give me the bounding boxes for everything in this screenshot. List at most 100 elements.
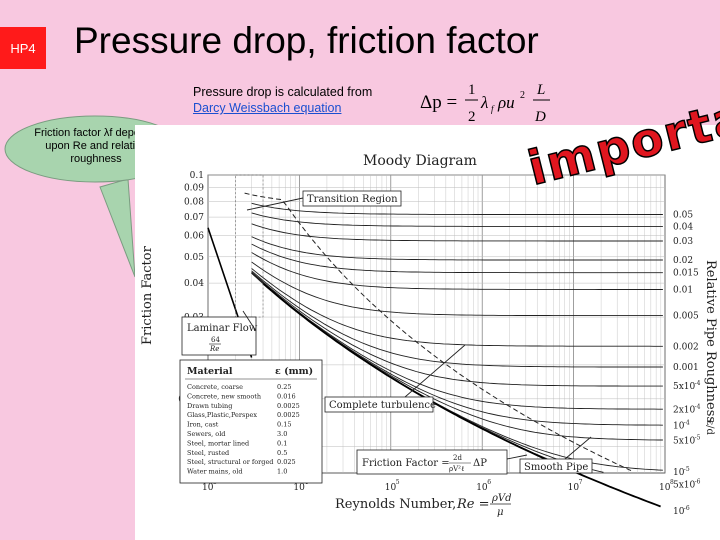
roughness-curve	[251, 261, 663, 317]
x-tick-label: 10	[568, 483, 580, 493]
right-tick-exponent: -5	[684, 466, 690, 473]
friction-factor-tail: ΔP	[473, 458, 487, 469]
right-tick-label: 0.001	[673, 363, 699, 373]
transition-region-band	[235, 174, 264, 318]
complete-turbulence-box	[324, 396, 434, 413]
materials-header: Material	[187, 366, 233, 377]
left-tick-label: 0.04	[184, 279, 204, 289]
material-name: Water mains, old	[187, 468, 243, 476]
x-tick-exponent: 6	[487, 479, 491, 486]
x-tick-label: 10	[476, 483, 488, 493]
laminar-flow-label: Laminar Flow	[187, 323, 258, 334]
formula-D: D	[534, 109, 546, 125]
friction-factor-arrow	[506, 454, 528, 460]
material-roughness: 0.15	[277, 421, 291, 429]
material-roughness: 0.0025	[277, 411, 300, 419]
right-tick-label: 10	[673, 468, 685, 478]
transition-region-box	[302, 190, 402, 207]
material-name: Steel, mortar lined	[187, 439, 249, 447]
left-tick-label: 0.1	[190, 171, 204, 181]
right-tick-label: 5x10	[673, 480, 696, 490]
smooth-pipe-box	[519, 458, 593, 474]
material-roughness: 1.0	[277, 468, 287, 476]
x-tick-label: 10	[293, 483, 305, 493]
x-axis-num: ρVd	[491, 493, 512, 504]
important-stamp: important!	[522, 69, 720, 188]
subtitle: Pressure drop is calculated from Darcy W…	[193, 84, 372, 116]
right-tick-label: 0.002	[673, 342, 699, 352]
formula-two: 2	[468, 109, 476, 125]
right-tick-exponent: -4	[695, 380, 701, 387]
x-axis-re: Re =	[456, 497, 490, 512]
material-roughness: 0.025	[277, 458, 296, 466]
material-roughness: 0.25	[277, 383, 291, 391]
right-tick-exponent: -5	[695, 434, 701, 441]
callout-text: Friction factor λf depends upon Re and r…	[34, 127, 158, 165]
x-axis-den: μ	[497, 507, 504, 518]
right-tick-label: 2x10	[673, 405, 696, 415]
left-tick-label: 0.05	[184, 253, 204, 263]
friction-factor-num: 2d	[453, 454, 462, 462]
right-tick-label: 0.02	[673, 256, 693, 266]
right-tick-label: 10	[673, 421, 685, 431]
roughness-curve	[251, 223, 663, 242]
moody-diagram: Moody Diagram Friction Factor Relative P…	[135, 125, 720, 540]
left-tick-label: 0.09	[184, 183, 204, 193]
right-tick-exponent: -6	[695, 478, 701, 485]
laminar-flow-box	[181, 316, 257, 356]
material-roughness: 0.1	[277, 439, 287, 447]
roughness-curve	[251, 252, 663, 290]
x-tick-exponent: 5	[396, 479, 400, 486]
left-tick-label: 0.06	[184, 231, 204, 241]
roughness-curve	[251, 212, 663, 227]
material-name: Glass,Plastic,Perspex	[187, 411, 257, 419]
friction-factor-box	[356, 449, 508, 475]
laminar-num: 64	[211, 336, 220, 344]
right-tick-labels: 0.05 0.04 0.03 0.02 0.015 0.01 0.005 0.002 0.001…	[673, 210, 701, 517]
right-tick-label: 0.03	[673, 237, 693, 247]
important-stamp-text: important!	[523, 69, 720, 188]
right-tick-label: 0.04	[673, 222, 693, 232]
roughness-curve	[251, 271, 663, 387]
formula-square: 2	[520, 90, 525, 101]
callout-pointer	[99, 178, 136, 278]
y-axis-label: Friction Factor	[140, 245, 155, 345]
right-tick-label: 0.015	[673, 269, 699, 279]
material-roughness: 3.0	[277, 430, 287, 438]
complete-turbulence-boundary	[244, 192, 634, 472]
formula-lhs: Δp =	[420, 92, 457, 113]
right-tick-label: 0.005	[673, 312, 699, 322]
formula-rho-u: ρu	[497, 93, 515, 112]
laminar-arrow	[242, 310, 257, 332]
right-tick-label: 5x10	[673, 436, 696, 446]
slide-number-badge: HP4	[0, 27, 46, 69]
formula-lambda: λ	[480, 93, 488, 112]
roughness-curve	[251, 202, 663, 215]
smooth-pipe-arrow	[564, 436, 592, 460]
epsilon-header: ε (mm)	[275, 366, 313, 377]
formula-sub-f: f	[491, 104, 495, 114]
right-tick-label: 0.01	[673, 285, 693, 295]
smooth-pipe-label: Smooth Pipe	[524, 462, 588, 473]
roughness-curve	[251, 272, 663, 410]
material-name: Iron, cast	[187, 421, 219, 429]
right-tick-exponent: -4	[684, 419, 690, 426]
subtitle-text: Pressure drop is calculated from	[193, 85, 373, 99]
formula-one: 1	[468, 82, 476, 98]
moody-title: Moody Diagram	[363, 153, 477, 169]
y2-axis-symbol: ε/d	[704, 420, 715, 436]
roughness-curve	[251, 270, 663, 368]
darcy-weissbach-link[interactable]: Darcy Weissbach equation	[193, 101, 342, 115]
x-tick-exponent: 8	[670, 479, 674, 486]
transition-region-label: Transition Region	[307, 194, 398, 205]
smooth-pipe-curve	[262, 282, 661, 508]
x-tick-label: 10	[385, 483, 397, 493]
complete-turbulence-label: Complete turbulence	[329, 400, 436, 411]
material-name: Drawn tubing	[187, 402, 232, 410]
roughness-curve	[251, 236, 663, 261]
laminar-den: Re	[209, 345, 219, 353]
darcy-weisbach-formula: Δp = 1 2 λ f ρu 2 L D	[420, 82, 550, 125]
material-roughness: 0.5	[277, 449, 287, 457]
x-tick-label: 10	[202, 483, 214, 493]
material-roughness: 0.0025	[277, 402, 300, 410]
